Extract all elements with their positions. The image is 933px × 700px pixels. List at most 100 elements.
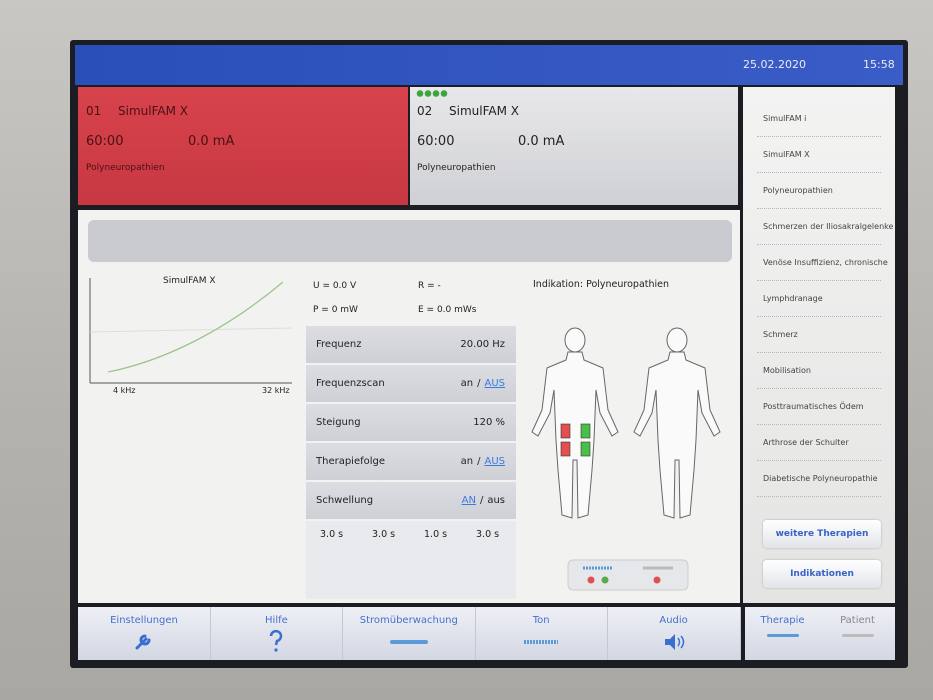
parameter-label: Steigung — [316, 417, 361, 428]
therapy-item[interactable]: Schmerz — [763, 330, 798, 339]
mode-tab-indicator — [841, 634, 874, 637]
therapy-item[interactable]: Posttraumatisches Ödem — [763, 402, 864, 411]
parameter-label: Frequenzscan — [316, 378, 385, 389]
mode-tab[interactable]: Therapie — [745, 607, 820, 660]
info-bar — [88, 220, 732, 262]
option[interactable]: AN — [461, 495, 476, 506]
option[interactable]: AUS — [484, 378, 505, 389]
parameter-label: Frequenz — [316, 339, 362, 350]
option-separator: / — [477, 456, 481, 467]
timing: 3.0 s — [372, 529, 396, 540]
toolbar: Einstellungen Hilfe Stromüberwachung Ton Aud… — [78, 607, 741, 660]
divider — [757, 172, 881, 173]
timing: 3.0 s — [476, 529, 500, 540]
option[interactable]: an — [460, 378, 474, 389]
reading: R = - — [418, 281, 441, 291]
timing-row: 3.0 s 3.0 s 1.0 s 3.0 s — [306, 521, 516, 599]
toolbar-label: Ton — [532, 615, 550, 626]
channel-current: 0.0 mA — [188, 134, 235, 149]
therapy-item[interactable]: Polyneuropathien — [763, 186, 833, 195]
mode-tab[interactable]: Patient — [820, 607, 895, 660]
curve-x-label: 32 kHz — [262, 386, 290, 395]
divider — [757, 460, 881, 461]
option-separator: / — [479, 495, 484, 506]
parameter-label: Therapiefolge — [316, 456, 386, 467]
channel-number: 01 — [86, 104, 102, 118]
timing: 1.0 s — [424, 529, 448, 540]
toolbar-button[interactable]: Audio — [608, 607, 741, 660]
electrodes — [560, 423, 591, 457]
channel-program: SimulFAM X — [118, 104, 188, 118]
date: 25.02.2020 — [743, 58, 806, 71]
divider — [757, 244, 881, 245]
channel-panel[interactable]: 02 SimulFAM X 60:00 0.0 mA Polyneuropath… — [410, 87, 738, 205]
graphics — [89, 278, 721, 594]
sidebar-button[interactable]: weitere Therapien — [763, 520, 881, 548]
time: 15:58 — [863, 58, 895, 71]
toolbar-icon — [524, 640, 559, 644]
divider — [757, 424, 881, 425]
toolbar-icon — [389, 640, 428, 644]
toolbar-label: Hilfe — [265, 615, 288, 626]
reading: E = 0.0 mWs — [418, 305, 477, 315]
parameter-row[interactable]: Schwellung AN / aus — [306, 482, 516, 521]
therapy-item[interactable]: Venöse Insuffizienz, chronische — [763, 258, 888, 267]
channel-current: 0.0 mA — [518, 134, 565, 149]
therapy-item[interactable]: Mobilisation — [763, 366, 811, 375]
therapy-item[interactable]: SimulFAM X — [763, 150, 810, 159]
sidebar-button[interactable]: Indikationen — [763, 560, 881, 588]
toolbar-label: Audio — [659, 615, 688, 626]
toolbar-button[interactable]: Hilfe — [210, 607, 344, 660]
parameter-row[interactable]: Frequenzscan an / AUS — [306, 365, 516, 404]
channel-time: 60:00 — [417, 134, 455, 149]
parameter-value: AN / aus — [462, 495, 505, 506]
curve-guide — [89, 327, 293, 333]
mode-tab-indicator — [766, 634, 799, 637]
divider — [757, 208, 881, 209]
therapy-item[interactable]: Lymphdranage — [763, 294, 823, 303]
option[interactable]: aus — [487, 495, 505, 506]
parameter-value: 120 % — [473, 417, 505, 428]
status-bar: 25.02.2020 15:58 — [75, 45, 903, 85]
parameter-value: an / AUS — [461, 378, 505, 389]
channel-program: SimulFAM X — [449, 104, 519, 118]
sidebar: SimulFAM i SimulFAM X Polyneuropathien Schm… — [743, 87, 895, 603]
divider — [757, 136, 881, 137]
channel-time: 60:00 — [86, 134, 124, 149]
therapy-item[interactable]: SimulFAM i — [763, 114, 807, 123]
divider — [757, 316, 881, 317]
toolbar-button[interactable]: Ton — [475, 607, 609, 660]
body-front — [531, 327, 619, 519]
parameter-row[interactable]: Frequenz 20.00 Hz — [306, 326, 516, 365]
parameter-row[interactable]: Therapiefolge an / AUS — [306, 443, 516, 482]
parameter-label: Schwellung — [316, 495, 374, 506]
toolbar-label: Stromüberwachung — [359, 615, 458, 626]
divider — [757, 388, 881, 389]
toolbar-button[interactable]: Stromüberwachung — [343, 607, 476, 660]
option[interactable]: AUS — [484, 456, 505, 467]
channel-panel[interactable]: 01 SimulFAM X 60:00 0.0 mA Polyneuropath… — [78, 87, 408, 205]
curve — [107, 281, 284, 373]
divider — [757, 352, 881, 353]
timing: 3.0 s — [320, 529, 344, 540]
channel-indication: Polyneuropathien — [86, 163, 165, 173]
toolbar-icon — [135, 634, 151, 650]
reading: U = 0.0 V — [313, 281, 357, 291]
toolbar-label: Einstellungen — [110, 615, 178, 626]
therapy-item[interactable]: Arthrose der Schulter — [763, 438, 849, 447]
divider — [757, 496, 881, 497]
indication-title: Indikation: Polyneuropathien — [533, 279, 670, 290]
option[interactable]: an — [460, 456, 474, 467]
channel-dots — [416, 90, 448, 97]
toolbar-button[interactable]: Einstellungen — [78, 607, 211, 660]
therapy-item[interactable]: Diabetische Polyneuropathie — [763, 474, 878, 483]
body-back — [633, 327, 721, 519]
mode-tab-label: Patient — [840, 615, 875, 626]
parameter-value: an / AUS — [461, 456, 505, 467]
curve-title: SimulFAM X — [163, 276, 216, 286]
parameter-row[interactable]: Steigung 120 % — [306, 404, 516, 443]
reading: P = 0 mW — [313, 305, 358, 315]
channel-indication: Polyneuropathien — [417, 163, 496, 173]
therapy-item[interactable]: Schmerzen der Iliosakralgelenke — [763, 222, 894, 231]
